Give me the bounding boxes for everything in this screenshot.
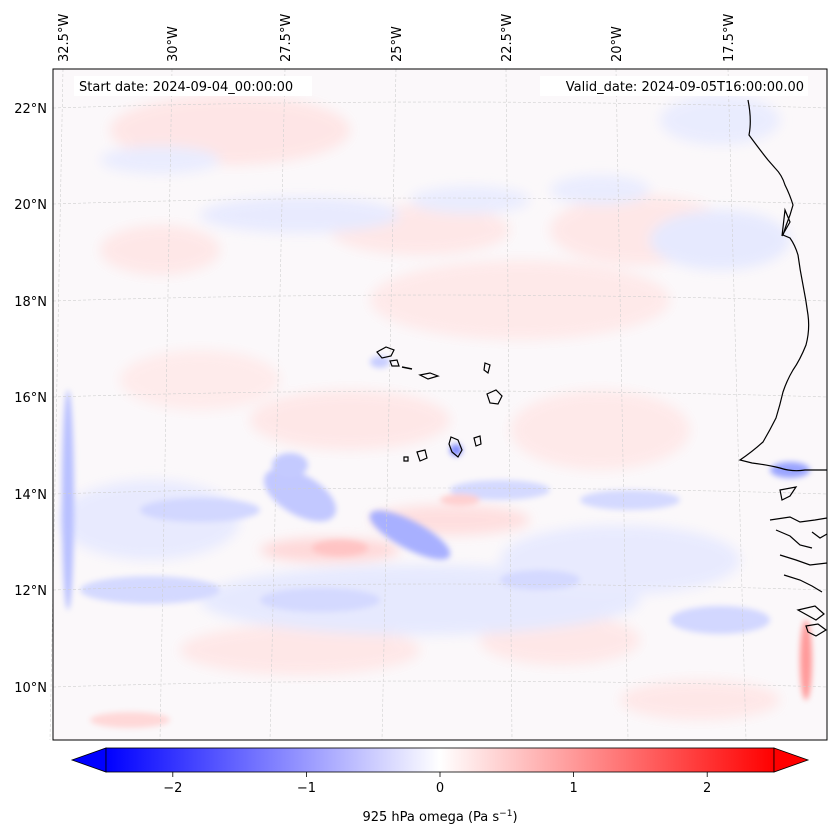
colorbar-extend-max bbox=[773, 747, 810, 773]
lon-label: 22.5°W bbox=[500, 14, 515, 62]
colorbar-tick-label: 1 bbox=[569, 781, 577, 796]
lat-label: 12°N bbox=[14, 584, 47, 599]
lon-label: 20°W bbox=[610, 26, 625, 62]
omega-field bbox=[60, 95, 812, 728]
latitude-labels: 22°N 20°N 18°N 16°N 14°N 12°N 10°N bbox=[14, 102, 47, 696]
lat-label: 14°N bbox=[14, 488, 47, 503]
colorbar-tick-label: 0 bbox=[436, 781, 444, 796]
colorbar-label-text: 925 hPa omega (Pa s bbox=[362, 810, 499, 825]
start-date-box bbox=[74, 76, 312, 96]
valid-date-label: Valid_date: 2024-09-05T16:00:00.00 bbox=[566, 80, 804, 95]
colorbar-tick-label: −1 bbox=[297, 781, 316, 796]
colorbar-label-exponent: −1 bbox=[499, 809, 512, 819]
africa-coastline bbox=[738, 99, 827, 472]
valid-date-box bbox=[540, 76, 808, 96]
colorbar-ticks: −2 −1 0 1 2 bbox=[163, 772, 711, 796]
coastlines bbox=[738, 99, 828, 637]
lon-label: 30°W bbox=[166, 26, 181, 62]
lon-label: 27.5°W bbox=[279, 14, 294, 62]
cape-verde-islands bbox=[376, 346, 503, 462]
longitude-labels: 32.5°W 30°W 27.5°W 25°W 22.5°W 20°W 17.5… bbox=[57, 14, 737, 62]
start-date-label: Start date: 2024-09-04_00:00:00 bbox=[79, 80, 293, 95]
lat-label: 16°N bbox=[14, 391, 47, 406]
colorbar-body bbox=[105, 747, 775, 773]
lon-label: 17.5°W bbox=[722, 14, 737, 62]
lat-label: 20°N bbox=[14, 198, 47, 213]
colorbar-label: 925 hPa omega (Pa s−1) bbox=[362, 809, 517, 825]
map-gridlines bbox=[49, 68, 828, 741]
colorbar: −2 −1 0 1 2 925 hPa omega (Pa s−1) bbox=[70, 747, 810, 825]
map-panel: Start date: 2024-09-04_00:00:00 Valid_da… bbox=[49, 68, 828, 741]
lat-label: 18°N bbox=[14, 295, 47, 310]
lat-label: 22°N bbox=[14, 102, 47, 117]
colorbar-tick-label: −2 bbox=[163, 781, 182, 796]
colorbar-label-close: ) bbox=[512, 810, 517, 825]
lat-label: 10°N bbox=[14, 681, 47, 696]
map-frame bbox=[52, 68, 828, 741]
lon-label: 25°W bbox=[390, 26, 405, 62]
lon-label: 32.5°W bbox=[57, 14, 72, 62]
colorbar-extend-min bbox=[70, 747, 107, 773]
colorbar-tick-label: 2 bbox=[703, 781, 711, 796]
